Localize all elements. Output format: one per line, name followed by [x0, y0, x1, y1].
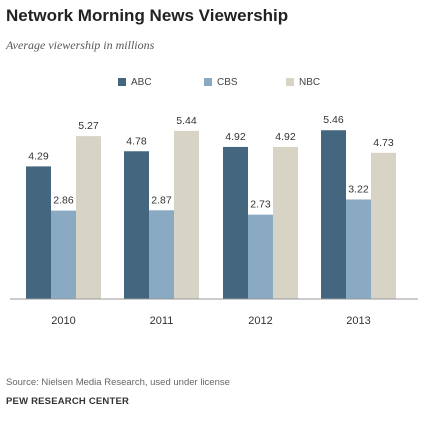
bar-cbs-2013 [346, 199, 371, 299]
value-label-nbc-2012: 4.92 [275, 131, 296, 143]
legend-label-abc: ABC [131, 76, 152, 88]
legend-swatch-nbc [286, 78, 294, 86]
bar-cbs-2012 [248, 214, 273, 299]
value-label-cbs-2010: 2.86 [53, 195, 74, 207]
chart-title: Network Morning News Viewership [6, 6, 289, 25]
value-label-nbc-2011: 5.44 [176, 115, 197, 127]
bar-abc-2010 [26, 166, 51, 299]
legend-label-nbc: NBC [299, 76, 321, 88]
bar-abc-2011 [124, 151, 149, 299]
bar-cbs-2010 [51, 210, 76, 299]
value-label-abc-2011: 4.78 [126, 135, 147, 147]
value-label-cbs-2012: 2.73 [250, 199, 271, 211]
value-label-cbs-2013: 3.22 [348, 183, 369, 195]
bar-cbs-2011 [149, 210, 174, 299]
bar-abc-2013 [321, 130, 346, 299]
value-label-abc-2012: 4.92 [225, 131, 246, 143]
chart-subtitle: Average viewership in millions [6, 38, 155, 52]
value-label-abc-2013: 5.46 [323, 114, 344, 126]
x-tick-label-2011: 2011 [150, 315, 174, 327]
value-label-nbc-2010: 5.27 [78, 120, 99, 132]
legend-label-cbs: CBS [217, 76, 238, 88]
x-tick-label-2013: 2013 [346, 315, 370, 327]
bar-nbc-2010 [76, 136, 101, 299]
x-tick-label-2012: 2012 [248, 315, 272, 327]
legend-item-nbc: NBC [286, 75, 320, 89]
bar-abc-2012 [223, 146, 248, 299]
org-name: PEW RESEARCH CENTER [6, 396, 130, 407]
x-tick-label-2010: 2010 [51, 315, 75, 327]
source-note: Source: Nielsen Media Research, used und… [6, 377, 230, 388]
legend-item-abc: ABC [118, 75, 152, 89]
bar-nbc-2011 [174, 130, 199, 299]
legend-swatch-abc [118, 78, 126, 86]
legend-swatch-cbs [204, 78, 212, 86]
value-label-nbc-2013: 4.73 [373, 137, 394, 149]
chart-legend: ABC CBS NBC [0, 75, 426, 89]
legend-item-cbs: CBS [204, 75, 238, 89]
value-label-cbs-2011: 2.87 [151, 194, 172, 206]
bar-nbc-2012 [273, 146, 298, 299]
value-label-abc-2010: 4.29 [28, 150, 49, 162]
bar-nbc-2013 [371, 152, 396, 299]
